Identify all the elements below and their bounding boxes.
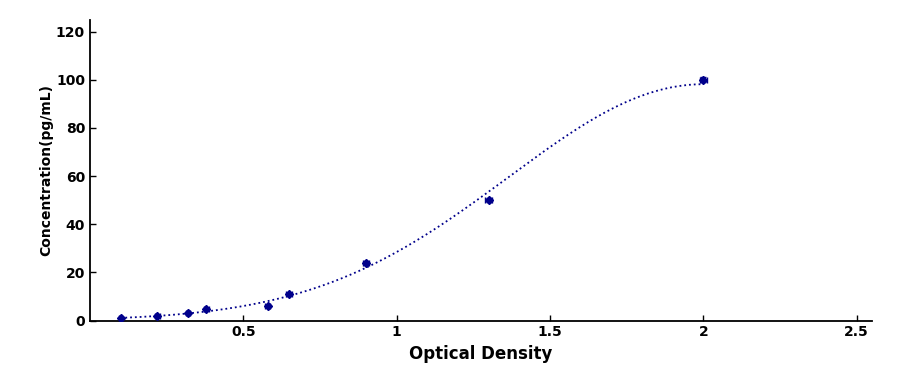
Y-axis label: Concentration(pg/mL): Concentration(pg/mL) (40, 84, 53, 256)
X-axis label: Optical Density: Optical Density (409, 345, 553, 363)
